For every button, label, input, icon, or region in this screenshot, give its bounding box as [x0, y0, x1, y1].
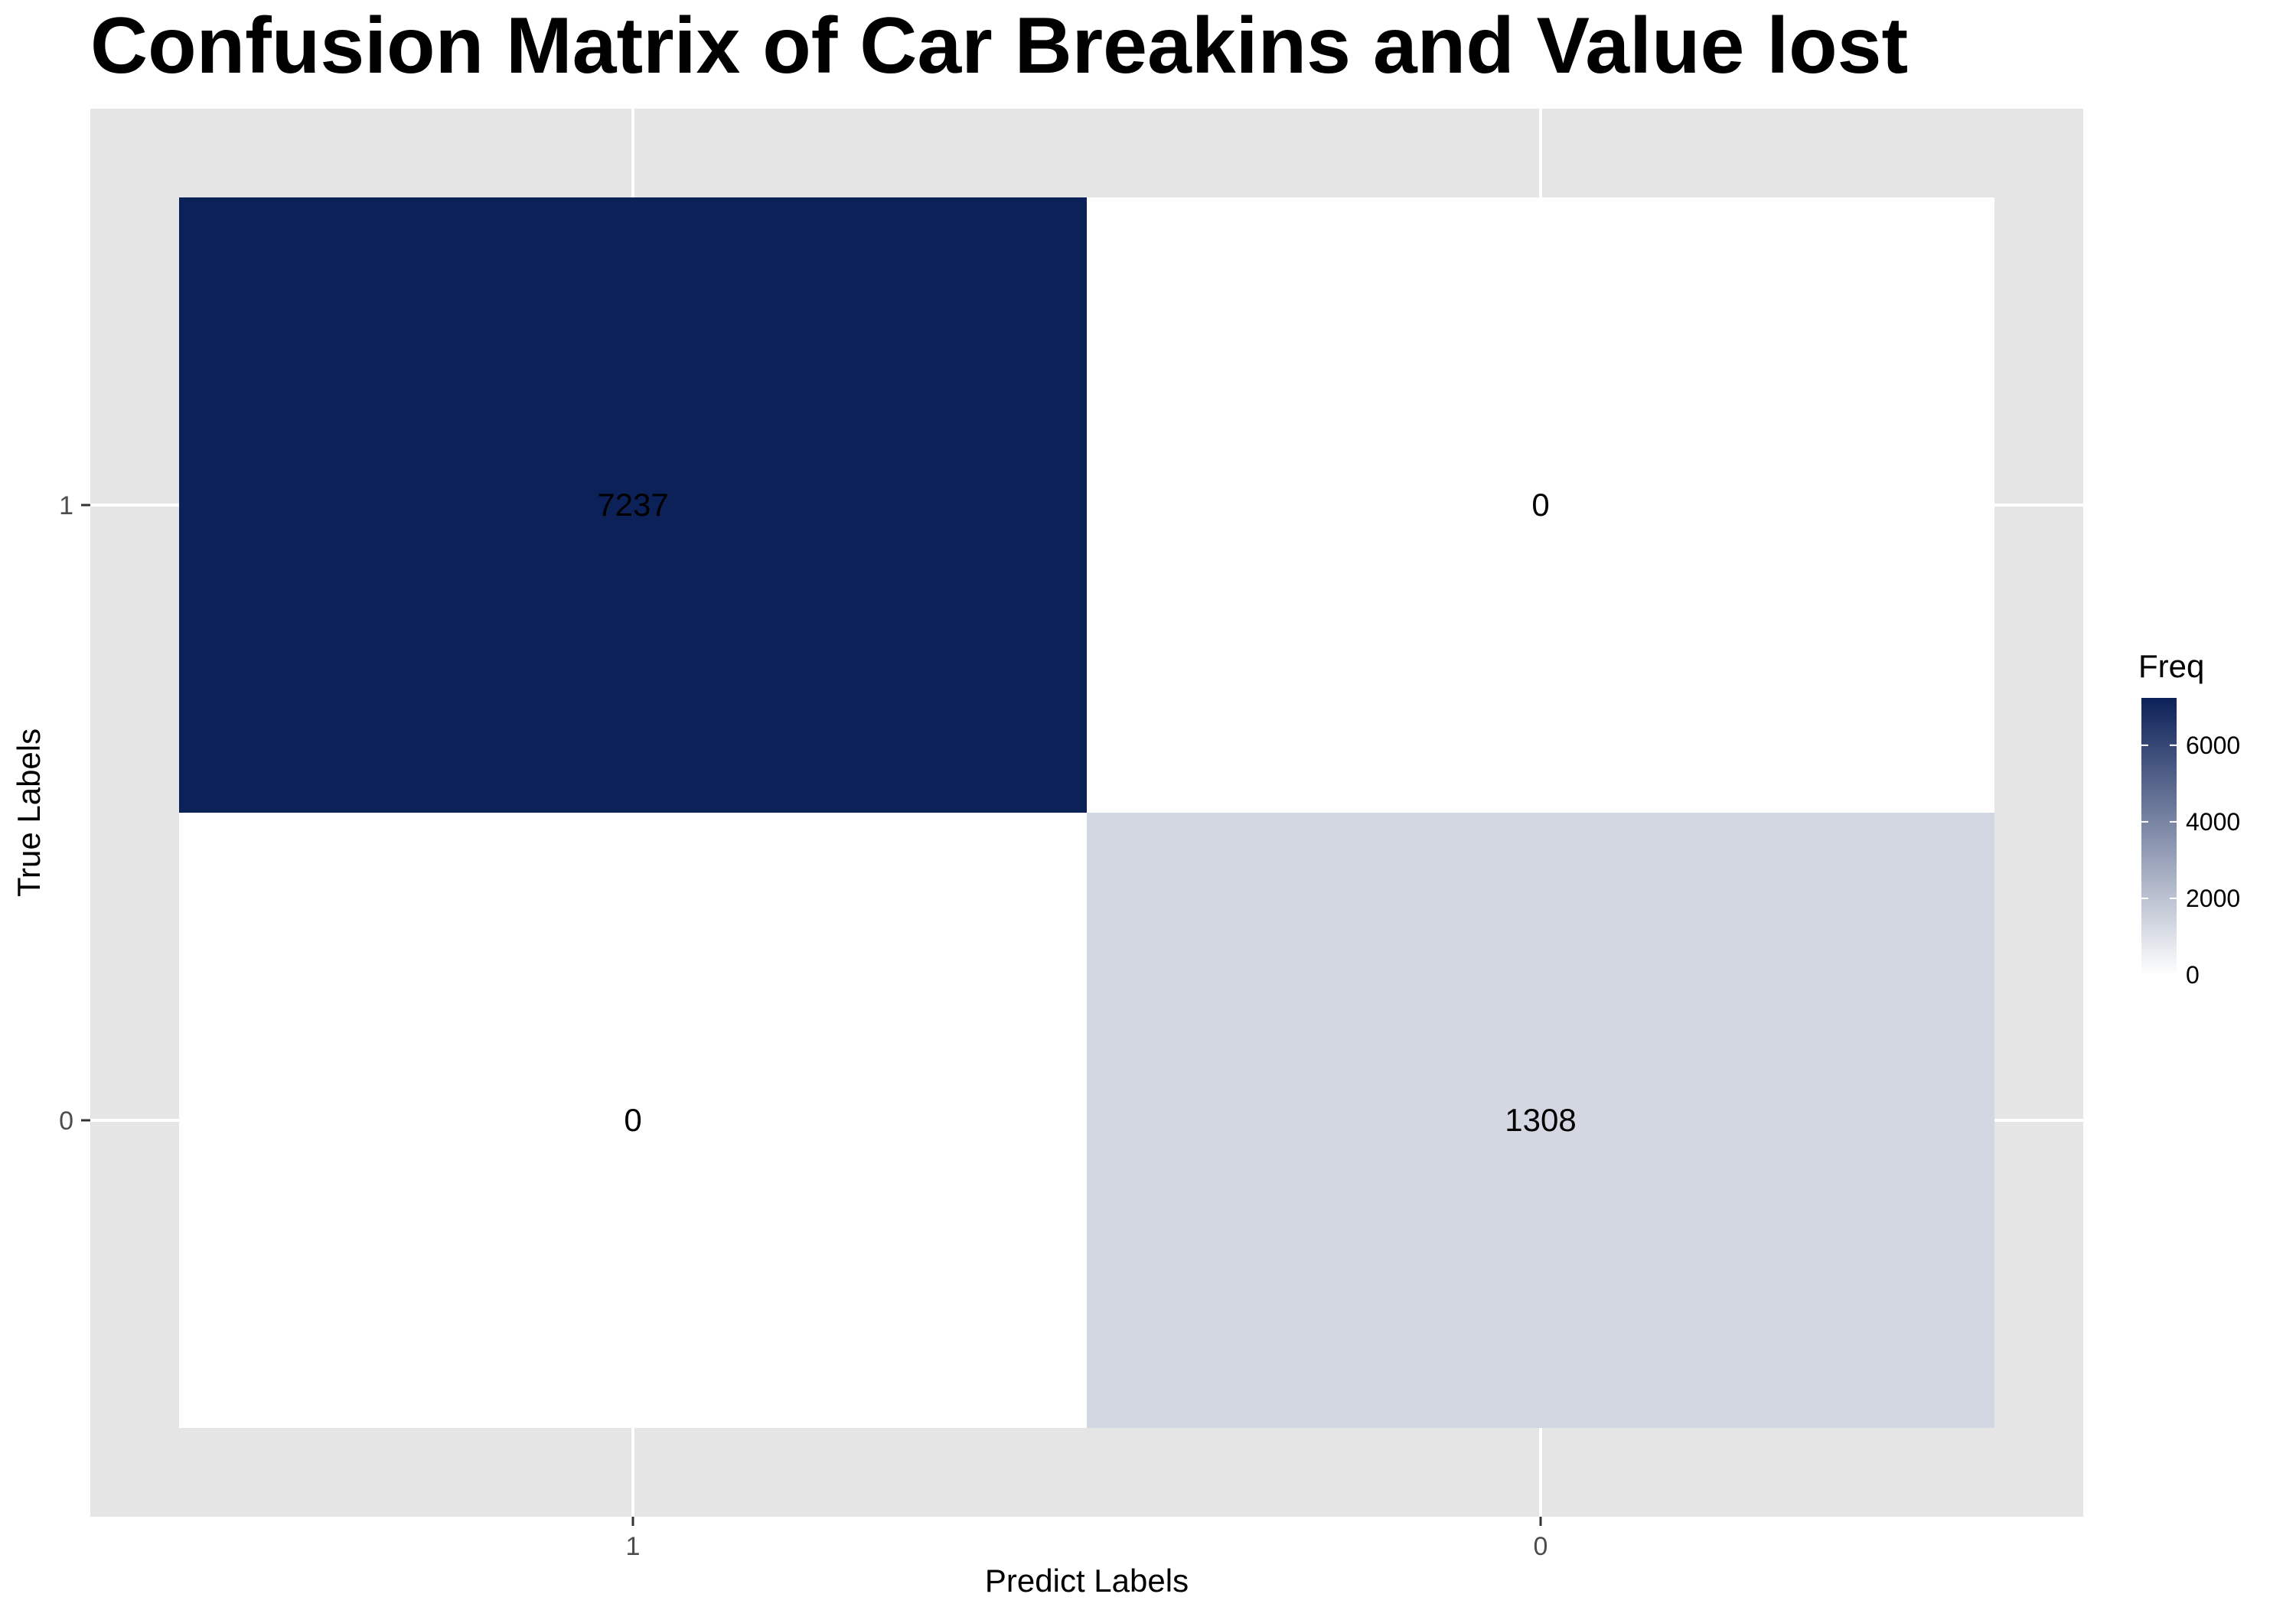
heatmap-cell [1087, 813, 1994, 1428]
heatmap-cell [1087, 197, 1994, 813]
heatmap-cell [179, 813, 1087, 1428]
heatmap-cell [179, 197, 1087, 813]
x-tick-label: 0 [1534, 1532, 1548, 1561]
legend-tick-label: 2000 [2186, 885, 2240, 912]
color-legend: Freq 0 2000 4000 6000 [2138, 648, 2240, 989]
x-tick-label: 1 [626, 1532, 641, 1561]
y-axis-title: True Labels [11, 729, 47, 897]
legend-color-bar [2141, 698, 2177, 975]
legend-ticks: 0 2000 4000 6000 [2141, 732, 2240, 989]
heatmap-cells [179, 197, 1994, 1428]
x-axis-title: Predict Labels [985, 1563, 1189, 1599]
y-tick-label: 0 [59, 1107, 73, 1136]
y-axis-ticks: 10 [59, 491, 90, 1136]
legend-tick-label: 0 [2186, 961, 2200, 989]
legend-tick-label: 6000 [2186, 732, 2240, 759]
cell-value-label: 7237 [597, 487, 668, 523]
legend-title: Freq [2138, 648, 2204, 684]
cell-value-label: 1308 [1505, 1102, 1576, 1138]
legend-tick-label: 4000 [2186, 808, 2240, 836]
chart-title: Confusion Matrix of Car Breakins and Val… [90, 2, 1908, 90]
y-tick-label: 1 [59, 491, 73, 520]
cell-value-label: 0 [1531, 487, 1549, 523]
cell-value-labels: 7237 0 0 1308 [597, 487, 1576, 1138]
cell-value-label: 0 [624, 1102, 641, 1138]
